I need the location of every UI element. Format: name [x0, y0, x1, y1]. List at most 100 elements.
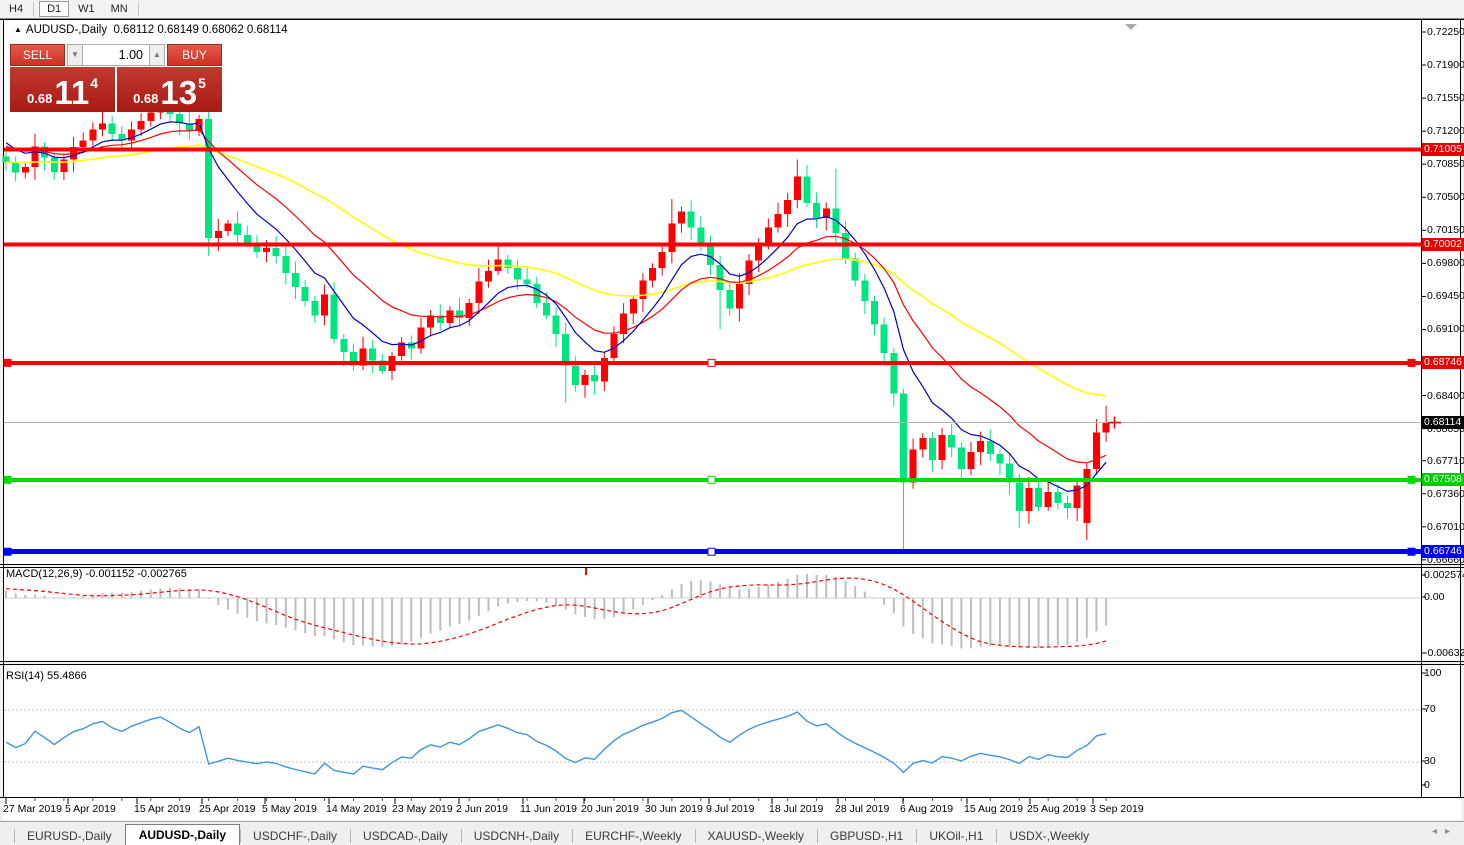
- date-axis-label: 27 Mar 2019: [3, 803, 62, 815]
- chart-tab-usdcnh[interactable]: USDCNH-,Daily: [460, 826, 572, 845]
- price-axis-label: 0.72250: [1427, 26, 1464, 38]
- buy-price-pip: 5: [198, 75, 206, 91]
- date-axis-label: 15 Aug 2019: [964, 803, 1023, 815]
- price-axis-label: 0.69100: [1427, 323, 1464, 336]
- buy-price-big: 13: [160, 74, 198, 111]
- volume-input[interactable]: 1.00: [83, 44, 149, 66]
- date-axis-label: 30 Jun 2019: [645, 803, 703, 815]
- rsi-axis-label: 100: [1424, 667, 1442, 679]
- price-axis-label: 0.71550: [1427, 92, 1464, 105]
- sr-price-tag: 0.67508: [1422, 473, 1464, 487]
- chart-top-border: [0, 19, 1464, 20]
- toolbar-separator: [33, 2, 35, 16]
- rsi-top-border: [0, 664, 1464, 665]
- chart-tab-usdx[interactable]: USDX-,Weekly: [996, 826, 1102, 845]
- macd-axis-label: 0.00: [1424, 591, 1445, 603]
- sr-price-tag: 0.68746: [1422, 356, 1464, 370]
- date-axis-label: 14 May 2019: [326, 803, 387, 815]
- sell-button[interactable]: SELL: [10, 44, 65, 66]
- price-axis-label: 0.69800: [1427, 257, 1464, 270]
- current-price-tag: 0.68114: [1422, 416, 1464, 430]
- price-axis-label: 0.67710: [1427, 454, 1464, 467]
- date-axis-label: 5 May 2019: [262, 803, 317, 815]
- sell-price-big: 11: [54, 74, 90, 111]
- chart-tab-gbpusd[interactable]: GBPUSD-,H1: [817, 826, 916, 845]
- macd-label: MACD(12,26,9) -0.001152 -0.002765: [6, 568, 187, 580]
- main-macd-separator[interactable]: [0, 564, 1464, 565]
- macd-top-border: [0, 567, 1464, 568]
- one-click-trade-panel: SELL ▼ 1.00 ▲ BUY 0.68 11 4 0.68 13 5: [10, 44, 222, 112]
- chart-tab-audusd[interactable]: AUDUSD-,Daily: [124, 824, 241, 845]
- chart-tab-eurchf[interactable]: EURCHF-,Weekly: [572, 826, 694, 845]
- price-axis-label: 0.71200: [1427, 125, 1464, 138]
- symbol-period-label: AUDUSD-,Daily: [25, 24, 108, 36]
- date-axis-label: 11 Jun 2019: [520, 803, 578, 815]
- buy-button[interactable]: BUY: [167, 44, 222, 66]
- chart-tab-usdcad[interactable]: USDCAD-,Daily: [350, 826, 461, 845]
- price-axis-label: 0.68400: [1427, 389, 1464, 402]
- rsi-panel[interactable]: [3, 664, 1461, 797]
- sell-price-pip: 4: [90, 75, 98, 91]
- date-axis-label: 18 Jul 2019: [769, 803, 824, 815]
- price-axis-label: 0.67360: [1427, 487, 1464, 500]
- buy-price-prefix: 0.68: [133, 91, 159, 106]
- macd-panel[interactable]: [3, 567, 1461, 660]
- rsi-value: 55.4866: [46, 670, 87, 682]
- chart-tab-usdchf[interactable]: USDCHF-,Daily: [240, 826, 350, 845]
- tabs-scroll-right-icon[interactable]: ▸: [1444, 826, 1458, 837]
- chart-tab-eurusd[interactable]: EURUSD-,Daily: [14, 826, 125, 845]
- toolbar-separator: [137, 2, 139, 16]
- tabs-scroll-left-icon[interactable]: ◂: [1431, 826, 1445, 837]
- date-axis-label: 25 Apr 2019: [199, 803, 256, 815]
- date-axis-label: 2 Jun 2019: [456, 803, 508, 815]
- volume-increase-button[interactable]: ▲: [149, 44, 165, 66]
- price-axis-label: 0.70850: [1427, 158, 1464, 171]
- chart-left-border: [3, 20, 4, 798]
- volume-decrease-button[interactable]: ▼: [67, 44, 83, 66]
- sr-price-tag: 0.70002: [1422, 237, 1464, 251]
- timeframe-button-h4[interactable]: H4: [9, 3, 24, 15]
- price-axis-label: 0.70150: [1427, 224, 1464, 237]
- date-axis-label: 23 May 2019: [392, 803, 453, 815]
- collapse-trade-panel-icon[interactable]: ▲: [14, 25, 22, 34]
- rsi-axis-label: 70: [1424, 703, 1436, 715]
- buy-price-box[interactable]: 0.68 13 5: [117, 67, 222, 112]
- timeframe-button-mn[interactable]: MN: [110, 3, 128, 15]
- sr-price-tag: 0.71005: [1422, 143, 1464, 157]
- macd-axis-label: -0.006326: [1424, 647, 1464, 659]
- sell-price-prefix: 0.68: [27, 91, 53, 106]
- chart-tab-xauusd[interactable]: XAUUSD-,Weekly: [694, 826, 817, 845]
- date-axis-label: 25 Aug 2019: [1027, 803, 1086, 815]
- rsi-bottom-border: [0, 797, 1464, 798]
- chart-title: ▲ AUDUSD-,Daily 0.68112 0.68149 0.68062 0…: [14, 24, 288, 36]
- price-axis-label: 0.67010: [1427, 520, 1464, 533]
- date-axis-label: 3 Sep 2019: [1090, 803, 1144, 815]
- chart-right-border: [1460, 20, 1461, 798]
- price-axis-label: 0.71900: [1427, 59, 1464, 72]
- timeframe-toolbar: H4 D1 W1 MN: [0, 0, 1464, 19]
- timeframe-button-d1[interactable]: D1: [39, 1, 70, 17]
- date-axis-label: 20 Jun 2019: [581, 803, 639, 815]
- rsi-axis-label: 0: [1424, 779, 1430, 791]
- date-axis-label: 15 Apr 2019: [134, 803, 191, 815]
- sr-price-tag: 0.66746: [1422, 545, 1464, 559]
- timeframe-button-w1[interactable]: W1: [78, 3, 95, 15]
- date-axis-strip: [3, 798, 1461, 820]
- macd-rsi-separator[interactable]: [0, 661, 1464, 662]
- price-axis-label: 0.70500: [1427, 191, 1464, 204]
- chart-tab-bar: EURUSD-,Daily AUDUSD-,Daily USDCHF-,Daily U…: [0, 821, 1464, 845]
- price-axis-label: 0.69450: [1427, 290, 1464, 303]
- price-axis-divider: [1421, 20, 1422, 798]
- macd-axis-label: 0.002574: [1424, 569, 1464, 581]
- ohlc-values: 0.68112 0.68149 0.68062 0.68114: [113, 24, 288, 36]
- rsi-axis-label: 30: [1424, 755, 1436, 767]
- chart-tab-ukoil[interactable]: UKOil-,H1: [916, 826, 996, 845]
- rsi-label: RSI(14) 55.4866: [6, 670, 87, 682]
- date-axis-label: 9 Jul 2019: [706, 803, 755, 815]
- date-axis-label: 6 Aug 2019: [900, 803, 954, 815]
- macd-values: -0.001152 -0.002765: [85, 568, 187, 580]
- date-axis-label: 28 Jul 2019: [835, 803, 890, 815]
- date-axis-label: 5 Apr 2019: [65, 803, 116, 815]
- sell-price-box[interactable]: 0.68 11 4: [10, 67, 115, 112]
